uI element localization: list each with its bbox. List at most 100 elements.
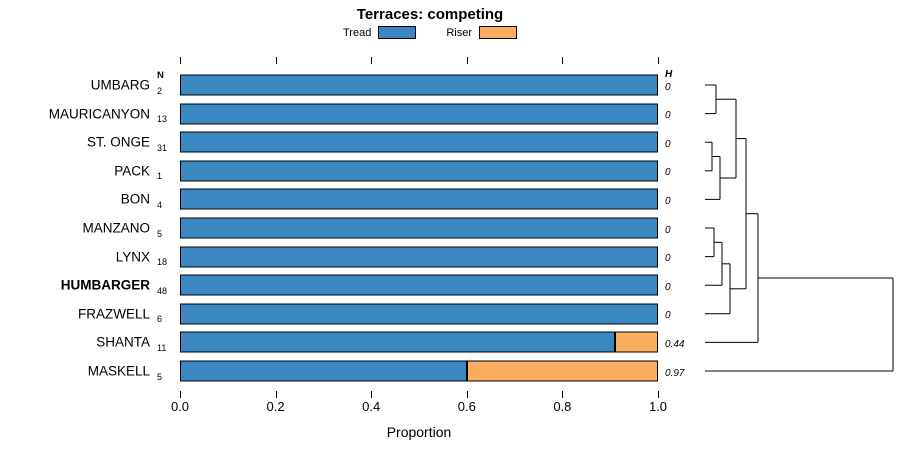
axis-tick xyxy=(562,57,564,64)
riser-segment xyxy=(614,331,658,353)
chart-row: PACK 1 0 xyxy=(0,156,900,185)
chart-row: MANZANO 5 0 xyxy=(0,214,900,243)
category-label: BON xyxy=(120,191,150,207)
category-label: PACK xyxy=(114,163,150,179)
legend-label-tread: Tread xyxy=(343,26,372,39)
axis-tick xyxy=(180,57,181,64)
legend-swatch-riser xyxy=(479,26,517,39)
bar-rows: UMBARG 2 0 MAURICANYON 13 0 ST. ONGE 31 0 PACK 1 0 B… xyxy=(0,71,900,386)
chart-row: ST. ONGE 31 0 xyxy=(0,128,900,157)
legend-item-riser: Riser xyxy=(446,26,517,39)
tread-segment xyxy=(180,74,658,96)
h-value: 0 xyxy=(665,196,671,208)
chart-row: HUMBARGER 48 0 xyxy=(0,271,900,300)
x-tick-label: 0.6 xyxy=(457,399,476,414)
n-value: 2 xyxy=(157,85,163,96)
n-value: 1 xyxy=(157,171,163,182)
h-value: 0 xyxy=(665,138,671,150)
h-column-header: H xyxy=(665,69,673,80)
stacked-bar xyxy=(180,246,658,268)
category-label: HUMBARGER xyxy=(60,277,150,293)
legend-swatch-tread xyxy=(378,26,417,39)
x-tick-label: 0.8 xyxy=(553,399,572,414)
axis-tick xyxy=(658,391,659,398)
tread-segment xyxy=(180,360,467,382)
stacked-bar xyxy=(180,188,658,210)
h-value: 0 xyxy=(665,110,671,122)
chart-legend: Tread Riser xyxy=(0,26,860,39)
n-value: 5 xyxy=(157,228,163,239)
category-label: SHANTA xyxy=(96,334,150,350)
axis-tick xyxy=(371,391,373,398)
n-value: 4 xyxy=(157,200,163,211)
tread-segment xyxy=(180,246,658,268)
chart-title: Terraces: competing xyxy=(356,6,504,23)
n-value: 6 xyxy=(157,314,163,325)
axis-tick xyxy=(466,57,468,64)
h-value: 0 xyxy=(665,253,671,265)
axis-tick xyxy=(275,57,277,64)
x-tick-label: 0.4 xyxy=(362,399,381,414)
x-tick-label: 1.0 xyxy=(648,399,668,414)
axis-tick xyxy=(371,57,373,64)
chart-row: LYNX 18 0 xyxy=(0,242,900,271)
legend-label-riser: Riser xyxy=(446,26,472,39)
axis-tick xyxy=(180,391,181,398)
chart-row: MASKELL 5 0.97 xyxy=(0,357,900,386)
tread-segment xyxy=(180,274,658,296)
h-value: 0.44 xyxy=(665,339,685,351)
h-value: 0 xyxy=(665,81,671,93)
n-value: 13 xyxy=(157,114,168,125)
n-value: 11 xyxy=(157,343,167,354)
chart-row: BON 4 0 xyxy=(0,185,900,214)
n-value: 5 xyxy=(157,371,163,382)
n-column-header: N xyxy=(157,70,164,81)
tread-segment xyxy=(180,217,658,239)
tread-segment xyxy=(180,188,658,210)
category-label: LYNX xyxy=(115,249,150,265)
riser-segment xyxy=(466,360,658,382)
stacked-bar xyxy=(180,103,658,125)
tread-segment xyxy=(180,103,658,125)
chart-row: SHANTA 11 0.44 xyxy=(0,328,900,357)
chart-row: UMBARG 2 0 xyxy=(0,71,900,100)
stacked-bar xyxy=(180,131,658,153)
h-value: 0 xyxy=(665,224,671,236)
category-label: MANZANO xyxy=(82,220,151,236)
axis-tick xyxy=(658,57,659,64)
tread-segment xyxy=(180,331,615,353)
x-axis-label: Proportion xyxy=(386,424,452,440)
dendrogram xyxy=(705,84,894,372)
chart-row: MAURICANYON 13 0 xyxy=(0,99,900,128)
tread-segment xyxy=(180,160,658,182)
legend-item-tread: Tread xyxy=(343,26,417,39)
tread-segment xyxy=(180,131,658,153)
stacked-bar xyxy=(180,274,658,296)
h-value: 0 xyxy=(665,167,671,179)
stacked-bar xyxy=(180,74,658,96)
axis-tick xyxy=(562,391,564,398)
stacked-bar xyxy=(180,360,658,382)
n-value: 18 xyxy=(157,257,168,268)
axis-tick xyxy=(466,391,468,398)
x-tick-label: 0.2 xyxy=(266,399,285,414)
h-value: 0.97 xyxy=(665,367,685,379)
category-label: FRAZWELL xyxy=(77,306,150,322)
n-value: 48 xyxy=(157,285,168,296)
category-label: MAURICANYON xyxy=(48,106,150,122)
category-label: UMBARG xyxy=(90,77,150,93)
category-label: ST. ONGE xyxy=(86,134,150,150)
stacked-bar xyxy=(180,217,658,239)
h-value: 0 xyxy=(665,281,671,293)
x-tick-label: 0.0 xyxy=(170,399,190,414)
chart-row: FRAZWELL 6 0 xyxy=(0,299,900,328)
tread-segment xyxy=(180,303,658,325)
category-label: MASKELL xyxy=(87,363,150,379)
n-value: 31 xyxy=(157,142,168,153)
axis-tick xyxy=(275,391,277,398)
stacked-bar xyxy=(180,160,658,182)
stacked-bar xyxy=(180,331,658,353)
stacked-bar xyxy=(180,303,658,325)
h-value: 0 xyxy=(665,310,671,322)
